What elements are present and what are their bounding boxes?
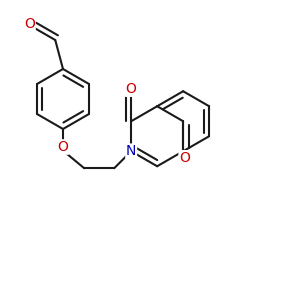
Text: O: O xyxy=(24,17,35,31)
Text: O: O xyxy=(126,82,136,96)
Text: O: O xyxy=(179,151,190,165)
Text: N: N xyxy=(126,144,136,158)
Text: O: O xyxy=(58,140,68,154)
